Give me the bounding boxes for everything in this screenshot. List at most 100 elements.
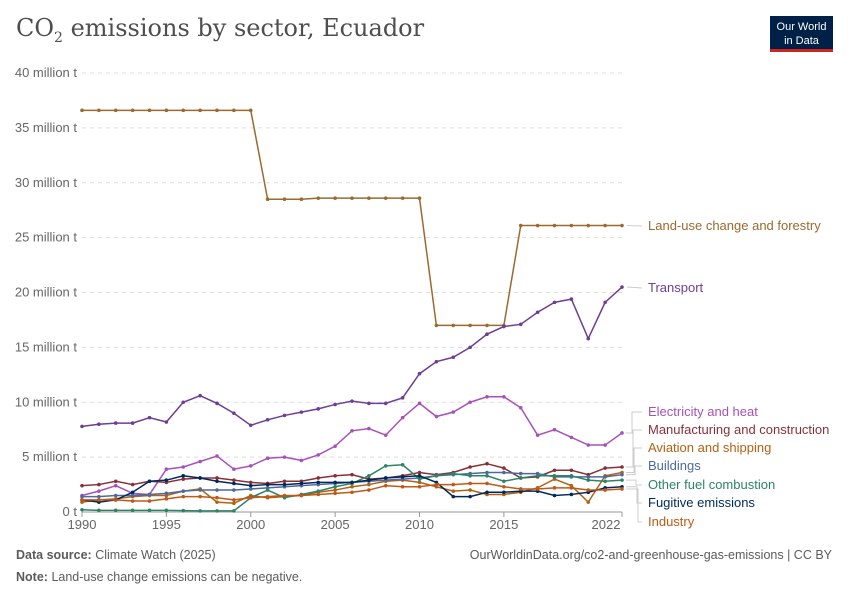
data-point	[485, 490, 489, 495]
data-point	[198, 494, 202, 499]
data-point	[97, 498, 101, 502]
data-point	[502, 394, 506, 399]
source-link[interactable]: Climate Watch (2025)	[95, 548, 216, 562]
data-point	[248, 495, 253, 500]
data-point	[383, 476, 388, 480]
data-point	[113, 493, 118, 498]
data-point	[80, 108, 84, 113]
data-point	[316, 407, 321, 411]
data-point	[215, 476, 219, 480]
data-point	[451, 355, 456, 360]
legend-label[interactable]: Land-use change and forestry	[648, 218, 821, 233]
data-point	[215, 108, 219, 113]
data-point	[232, 467, 236, 471]
data-point	[248, 108, 253, 113]
data-point	[232, 488, 236, 492]
data-point	[451, 494, 456, 499]
data-point	[282, 482, 287, 487]
data-point	[400, 396, 405, 400]
data-point	[316, 453, 321, 457]
data-point	[248, 423, 253, 428]
data-point	[299, 493, 304, 498]
legend-label[interactable]: Transport	[648, 280, 704, 295]
data-point	[603, 488, 607, 492]
legend-label[interactable]: Buildings	[648, 458, 701, 473]
legend-label[interactable]: Industry	[648, 514, 695, 529]
data-point	[603, 479, 607, 484]
legend-connector	[626, 486, 642, 504]
data-point	[485, 332, 489, 337]
data-point	[468, 400, 472, 405]
data-point	[350, 472, 354, 477]
data-point	[620, 472, 624, 477]
data-point	[620, 478, 624, 482]
data-point	[367, 426, 371, 431]
data-point	[113, 479, 118, 484]
data-point	[215, 454, 219, 458]
data-point	[485, 481, 489, 486]
data-point	[282, 479, 287, 484]
legend-label[interactable]: Fugitive emissions	[648, 495, 755, 510]
data-point	[620, 223, 624, 228]
data-point	[232, 481, 236, 486]
legend-connector	[626, 479, 642, 486]
data-point	[367, 488, 371, 492]
data-point	[333, 480, 337, 485]
data-point	[164, 491, 169, 496]
data-point	[299, 481, 304, 486]
data-point	[181, 508, 186, 513]
data-point	[350, 490, 354, 495]
data-point	[502, 324, 506, 329]
data-point	[400, 415, 405, 420]
y-tick-label: 5 million t	[22, 449, 77, 464]
data-point	[198, 459, 202, 464]
data-point	[147, 415, 152, 420]
url-credit[interactable]: OurWorldinData.org/co2-and-greenhouse-ga…	[469, 548, 832, 562]
data-point	[367, 478, 371, 482]
data-point	[569, 486, 574, 490]
owid-logo[interactable]: Our World in Data	[770, 16, 833, 52]
data-point	[215, 479, 219, 484]
data-point	[80, 483, 84, 488]
legend-label[interactable]: Other fuel combustion	[648, 477, 775, 492]
data-point	[265, 197, 270, 202]
data-point	[485, 470, 489, 475]
chart-title: CO2 emissions by sector, Ecuador	[16, 14, 425, 46]
data-point	[552, 223, 557, 228]
data-point	[232, 509, 236, 513]
legend-label[interactable]: Manufacturing and construction	[648, 422, 829, 437]
x-tick-label: 2015	[489, 517, 518, 532]
legend-label[interactable]: Electricity and heat	[648, 404, 758, 419]
data-point	[316, 476, 321, 480]
data-point	[383, 401, 388, 406]
data-point	[265, 456, 270, 461]
data-point	[316, 480, 321, 485]
data-point	[535, 487, 540, 491]
y-tick-label: 0 t	[63, 504, 78, 519]
legend-label[interactable]: Aviation and shipping	[648, 440, 771, 455]
y-tick-label: 30 million t	[15, 175, 78, 190]
data-point	[350, 484, 354, 489]
data-point	[198, 509, 202, 513]
data-point	[451, 489, 456, 493]
data-point	[232, 478, 236, 482]
data-point	[299, 410, 304, 414]
data-source: Data source: Climate Watch (2025)	[16, 548, 216, 562]
data-point	[130, 508, 135, 513]
data-point	[535, 310, 540, 315]
data-point	[113, 483, 118, 488]
data-point	[265, 488, 270, 492]
data-point	[552, 468, 557, 473]
series-line-land-use-change-and-forestry	[82, 109, 622, 327]
data-point	[434, 414, 439, 419]
data-point	[502, 479, 506, 484]
data-point	[569, 468, 574, 473]
line-chart: 0 t 5 million t 10 million t 15 million t 20…	[15, 65, 830, 532]
data-point	[248, 464, 253, 468]
legend-connector	[626, 488, 642, 523]
data-point	[434, 473, 439, 478]
data-point	[603, 300, 607, 305]
data-point	[130, 108, 135, 113]
x-tick-label: 2010	[405, 517, 434, 532]
data-point	[468, 481, 472, 486]
